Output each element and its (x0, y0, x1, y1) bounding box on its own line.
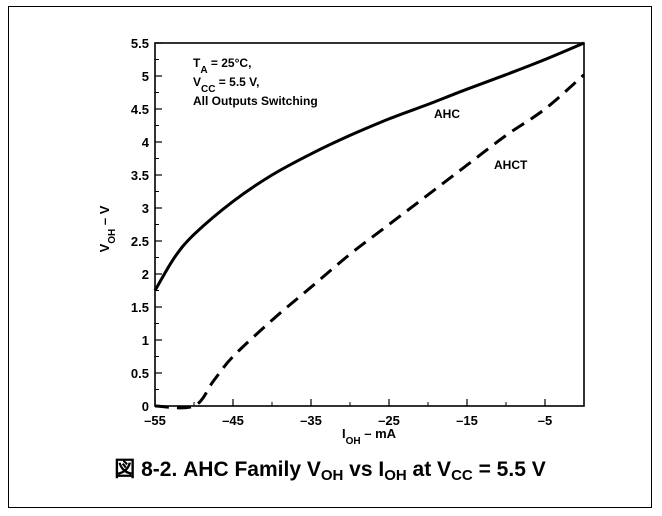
figure-caption: 図 8-2. AHC Family VOH vs IOH at VCC = 5.… (114, 458, 546, 484)
condition-outputs: All Outputs Switching (193, 94, 318, 108)
y-tick-label: 4.5 (131, 102, 149, 117)
y-tick-label: 5 (142, 69, 149, 84)
y-tick-label: 3.5 (131, 168, 149, 183)
y-tick-label: 0.5 (131, 366, 149, 381)
series-label-ahc: AHC (434, 107, 460, 121)
x-axis-title: IOH – mA (342, 426, 397, 447)
x-tick-label: –15 (456, 413, 478, 428)
y-axis-title: VOH – V (97, 205, 118, 252)
series-line-ahc (153, 41, 585, 292)
x-tick-label: –35 (300, 413, 322, 428)
y-tick-label: 2.5 (131, 234, 149, 249)
y-tick-label: 5.5 (131, 36, 149, 51)
x-tick-label: –45 (222, 413, 244, 428)
series-label-ahct: AHCT (494, 158, 528, 172)
series-line-ahct (154, 73, 585, 410)
x-tick-label: –25 (378, 413, 400, 428)
y-tick-label: 4 (142, 135, 150, 150)
condition-temperature: TA = 25°C, (193, 56, 251, 76)
series-curves (153, 41, 585, 410)
axis-ticks: 0 0.5 1 1.5 2 2.5 3 3.5 4 4.5 5 5.5 –55 –45 –35 –25 –15 –… (131, 36, 552, 428)
y-tick-label: 0 (142, 399, 149, 414)
x-tick-label: –5 (538, 413, 552, 428)
y-tick-label: 2 (142, 267, 149, 282)
plot-area (154, 42, 585, 407)
x-tick-label: –55 (144, 413, 166, 428)
y-tick-label: 1 (142, 333, 149, 348)
condition-vcc: VCC = 5.5 V, (193, 75, 259, 95)
y-tick-label: 1.5 (131, 300, 149, 315)
y-tick-label: 3 (142, 201, 149, 216)
chart: 0 0.5 1 1.5 2 2.5 3 3.5 4 4.5 5 5.5 –55 –45 –35 –25 –15 –… (97, 36, 585, 447)
figure-frame: 0 0.5 1 1.5 2 2.5 3 3.5 4 4.5 5 5.5 –55 –45 –35 –25 –15 –… (8, 6, 652, 508)
